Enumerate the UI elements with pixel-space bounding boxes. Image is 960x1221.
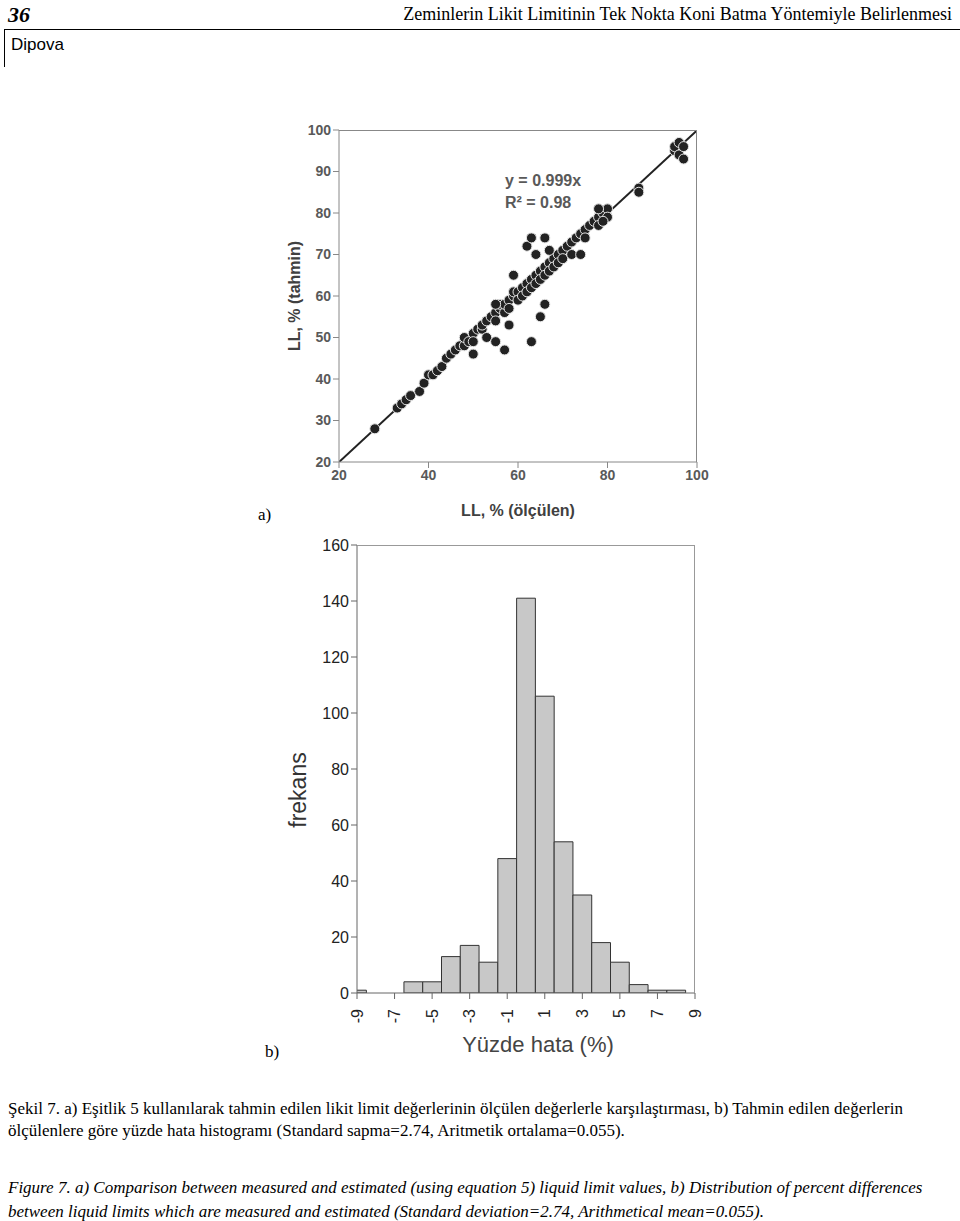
svg-text:1: 1 bbox=[536, 1009, 553, 1018]
svg-text:40: 40 bbox=[315, 371, 331, 387]
svg-text:80: 80 bbox=[600, 467, 616, 483]
svg-text:LL, % (ölçülen): LL, % (ölçülen) bbox=[461, 502, 575, 519]
html-text:b): b) bbox=[265, 1042, 280, 1061]
html-text:36: 36 bbox=[8, 2, 30, 27]
svg-text:-9: -9 bbox=[349, 1009, 366, 1023]
svg-text:100: 100 bbox=[322, 705, 349, 722]
svg-text:160: 160 bbox=[322, 537, 349, 554]
html-text:Şekil 7. a) Eşitlik 5 kullanıl: Şekil 7. a) Eşitlik 5 kullanılarak tahmi… bbox=[8, 1099, 903, 1140]
svg-text:0: 0 bbox=[340, 985, 349, 1002]
html-text:y = 0.999x: y = 0.999x bbox=[505, 172, 582, 189]
html-text:Dipova: Dipova bbox=[11, 35, 64, 54]
svg-text:60: 60 bbox=[315, 288, 331, 304]
svg-text:100: 100 bbox=[308, 122, 332, 138]
svg-text:50: 50 bbox=[315, 329, 331, 345]
svg-text:7: 7 bbox=[649, 1009, 666, 1018]
svg-text:60: 60 bbox=[331, 817, 349, 834]
svg-text:3: 3 bbox=[574, 1009, 591, 1018]
svg-text:-5: -5 bbox=[424, 1009, 441, 1023]
svg-text:20: 20 bbox=[331, 467, 347, 483]
svg-text:80: 80 bbox=[331, 761, 349, 778]
svg-text:100: 100 bbox=[685, 467, 709, 483]
html-text:frekans: frekans bbox=[285, 752, 311, 828]
html-text:Yüzde hata (%): Yüzde hata (%) bbox=[462, 1032, 614, 1057]
svg-text:-3: -3 bbox=[461, 1009, 478, 1023]
html-text:Zeminlerin Likit Limitinin Tek: Zeminlerin Likit Limitinin Tek Nokta Kon… bbox=[403, 4, 952, 24]
html-text:a): a) bbox=[258, 505, 272, 524]
svg-text:120: 120 bbox=[322, 649, 349, 666]
svg-text:30: 30 bbox=[315, 412, 331, 428]
svg-text:60: 60 bbox=[510, 467, 526, 483]
svg-text:140: 140 bbox=[322, 593, 349, 610]
svg-text:20: 20 bbox=[331, 929, 349, 946]
svg-text:9: 9 bbox=[687, 1009, 704, 1018]
svg-text:90: 90 bbox=[315, 163, 331, 179]
svg-text:70: 70 bbox=[315, 246, 331, 262]
svg-text:-1: -1 bbox=[499, 1009, 516, 1023]
svg-text:40: 40 bbox=[331, 873, 349, 890]
svg-text:-7: -7 bbox=[386, 1009, 403, 1023]
svg-text:80: 80 bbox=[315, 205, 331, 221]
html-text:Figure 7. a) Comparison betwee: Figure 7. a) Comparison between measured… bbox=[8, 1178, 923, 1221]
html-text:R² = 0.98: R² = 0.98 bbox=[505, 194, 572, 211]
svg-text:20: 20 bbox=[315, 454, 331, 470]
html-text:LL, % (tahmin): LL, % (tahmin) bbox=[286, 240, 303, 352]
svg-text:5: 5 bbox=[611, 1009, 628, 1018]
svg-text:40: 40 bbox=[421, 467, 437, 483]
